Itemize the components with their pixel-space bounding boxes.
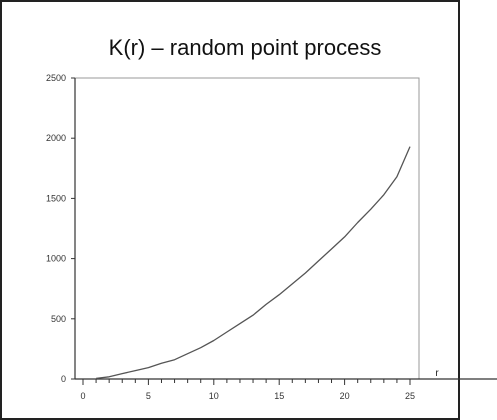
series-line-0 [96,146,411,380]
outer-frame [0,0,460,420]
x-tick-label-20: 20 [340,391,350,401]
y-tick-label-500: 500 [51,314,66,324]
y-tick-label-0: 0 [61,374,66,384]
x-tick-label-5: 5 [146,391,151,401]
x-tick-label-15: 15 [274,391,284,401]
x-tick-label-10: 10 [209,391,219,401]
chart-title: K(r) – random point process [109,35,382,60]
y-tick-label-2000: 2000 [46,133,66,143]
y-tick-label-2500: 2500 [46,73,66,83]
y-tick-label-1000: 1000 [46,254,66,264]
chart-marks: 0 500 1000 1500 2000 2500 0 5 10 15 20 25 r [46,73,497,401]
x-tick-label-0: 0 [80,391,85,401]
x-tick-label-25: 25 [405,391,415,401]
y-tick-label-1500: 1500 [46,193,66,203]
x-axis-label: r [435,368,439,379]
